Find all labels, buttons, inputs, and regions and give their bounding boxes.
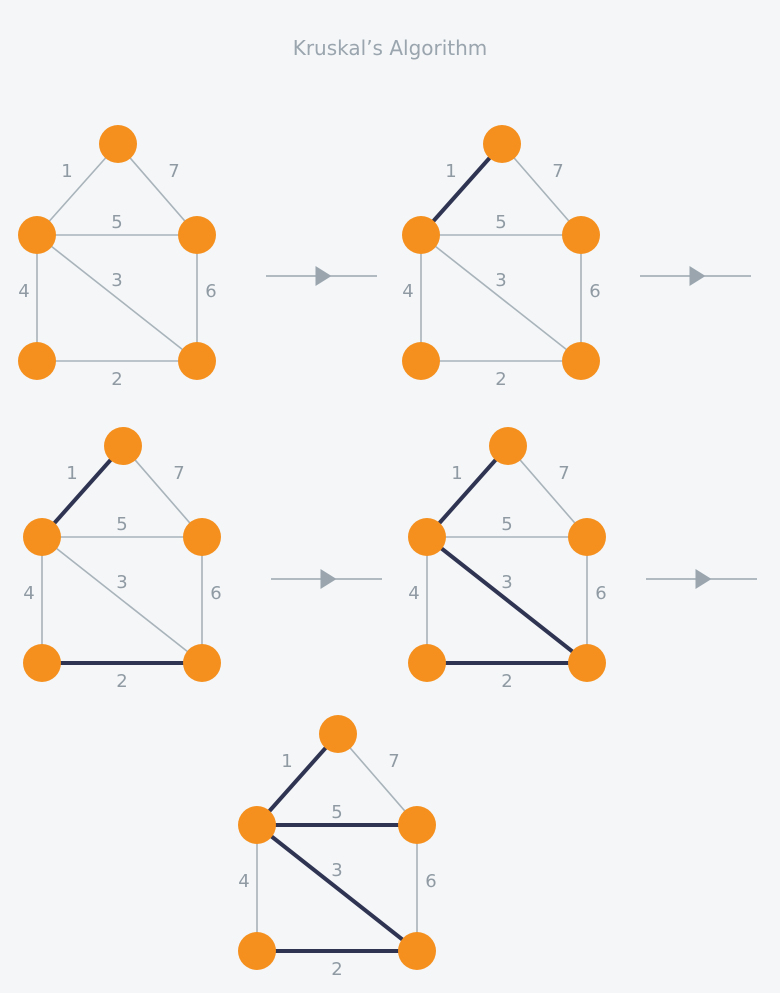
edge-weight-label: 4 [402, 281, 413, 302]
graph-node-right [562, 216, 600, 254]
graph-node-top [483, 125, 521, 163]
graph-node-right [568, 518, 606, 556]
graph-node-right [398, 806, 436, 844]
graph-edge-1-selected [425, 444, 510, 539]
graph-edge-7 [117, 143, 198, 236]
arrow-head-icon [695, 569, 712, 589]
graph-edge-1-selected [40, 444, 125, 539]
edge-weight-label: 5 [331, 802, 342, 823]
edge-weight-label: 1 [445, 161, 456, 182]
edge-weight-label: 2 [495, 369, 506, 390]
edge-weight-label: 2 [111, 369, 122, 390]
edge-weight-label: 7 [388, 751, 399, 772]
graph-node-top [489, 427, 527, 465]
edge-weight-label: 5 [111, 212, 122, 233]
graph-node-bottom-left [238, 932, 276, 970]
edge-weight-label: 3 [331, 860, 342, 881]
graph-node-bottom-left [18, 342, 56, 380]
graph-edge-1 [36, 143, 119, 236]
graph-edge-3-selected [255, 823, 419, 953]
edge-weight-label: 4 [23, 583, 34, 604]
edge-weight-label: 3 [111, 270, 122, 291]
edge-weight-label: 3 [116, 572, 127, 593]
graph-node-right [183, 518, 221, 556]
edge-weight-label: 5 [501, 514, 512, 535]
edge-weight-label: 6 [595, 583, 606, 604]
arrow-head-icon [689, 266, 706, 286]
graph-node-top [104, 427, 142, 465]
edge-weight-label: 7 [168, 161, 179, 182]
graph-edge-7 [501, 143, 582, 236]
graph-edge-7 [337, 733, 418, 826]
graph-node-right [178, 216, 216, 254]
edge-weight-label: 5 [116, 514, 127, 535]
graph-node-top [319, 715, 357, 753]
edge-weight-label: 1 [66, 463, 77, 484]
graph-edge-3 [36, 234, 198, 362]
graph-node-bottom-right [183, 644, 221, 682]
edge-weight-label: 6 [589, 281, 600, 302]
graph-node-left [23, 518, 61, 556]
arrow-head-icon [320, 569, 337, 589]
graph-node-left [238, 806, 276, 844]
graph-node-bottom-right [568, 644, 606, 682]
graph-node-left [18, 216, 56, 254]
edge-weight-label: 7 [173, 463, 184, 484]
edge-weight-label: 1 [61, 161, 72, 182]
graph-edge-1-selected [255, 732, 340, 827]
graph-node-bottom-left [23, 644, 61, 682]
edge-weight-label: 4 [238, 871, 249, 892]
graph-edge-7 [507, 445, 588, 538]
graph-node-left [408, 518, 446, 556]
edge-weight-label: 3 [495, 270, 506, 291]
graph-node-left [402, 216, 440, 254]
edge-weight-label: 1 [281, 751, 292, 772]
graph-node-bottom-right [398, 932, 436, 970]
edge-weight-label: 2 [116, 671, 127, 692]
edge-weight-label: 2 [331, 959, 342, 980]
graph-node-bottom-left [402, 342, 440, 380]
edge-weight-label: 2 [501, 671, 512, 692]
edge-weight-label: 4 [18, 281, 29, 302]
edge-weight-label: 6 [210, 583, 221, 604]
edge-weight-label: 5 [495, 212, 506, 233]
edge-weight-label: 7 [552, 161, 563, 182]
edge-weight-label: 1 [451, 463, 462, 484]
arrow-head-icon [315, 266, 332, 286]
graph-node-bottom-left [408, 644, 446, 682]
graph-edge-3 [420, 234, 582, 362]
graph-node-bottom-right [562, 342, 600, 380]
edge-weight-label: 6 [205, 281, 216, 302]
edge-weight-label: 4 [408, 583, 419, 604]
graph-edge-1-selected [419, 142, 504, 237]
edge-weight-label: 7 [558, 463, 569, 484]
edge-weight-label: 3 [501, 572, 512, 593]
graph-edge-3 [41, 536, 203, 664]
edge-weight-label: 6 [425, 871, 436, 892]
graph-node-bottom-right [178, 342, 216, 380]
diagram-title: Kruskal’s Algorithm [292, 36, 488, 60]
graph-edge-3-selected [425, 535, 589, 665]
graph-node-top [99, 125, 137, 163]
graph-edge-7 [122, 445, 203, 538]
